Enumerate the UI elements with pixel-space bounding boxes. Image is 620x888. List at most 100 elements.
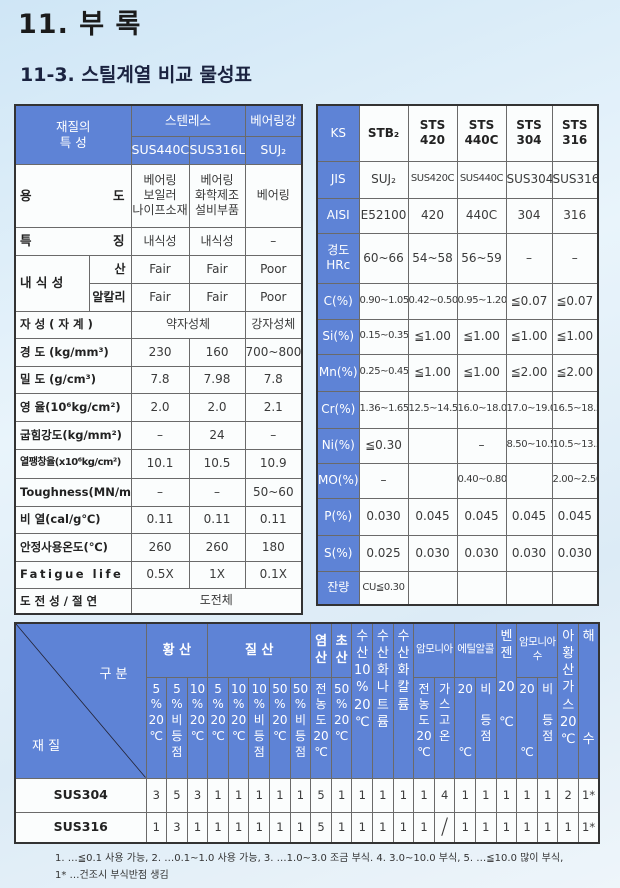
rating-cell: 1 bbox=[516, 777, 538, 813]
column-header: STS 304 bbox=[505, 104, 553, 162]
table-row: 영 율(10⁶kg/cm²) 2.0 2.0 2.1 bbox=[14, 392, 303, 422]
table-row: 알칼리 Fair Fair Poor bbox=[15, 282, 303, 312]
cell: 0.11 bbox=[130, 505, 190, 534]
cell: 1.36~1.65 bbox=[358, 390, 409, 429]
row-label: 자 성 ( 자 계 ) bbox=[14, 310, 132, 339]
cell: Poor bbox=[244, 254, 303, 284]
row-label: 비 열(cal/g℃) bbox=[14, 505, 132, 534]
cell: 0.15~0.35 bbox=[358, 318, 409, 355]
cell: 도전체 bbox=[130, 587, 303, 615]
cell: ≦1.00 bbox=[456, 318, 507, 355]
cell: 54~58 bbox=[407, 232, 458, 284]
row-sub-label: 산 bbox=[88, 254, 132, 284]
cell: ≦0.07 bbox=[505, 282, 553, 320]
rating-cell: 1 bbox=[475, 777, 497, 813]
rating-cell: 1 bbox=[248, 811, 271, 844]
header-row: 5 % 20 ℃ 5 % 비 등 점 10 % 20 ℃ 5 % 20 ℃ 10 % 2… bbox=[15, 676, 599, 779]
table-row: 열팽창율(x10⁶kg/cm²) 10.1 10.5 10.9 bbox=[14, 448, 303, 479]
group-header-stainless: 스텐레스 bbox=[130, 104, 246, 137]
cell: 50~60 bbox=[244, 477, 303, 507]
cell: 내식성 bbox=[188, 226, 246, 256]
cell: CU≦0.30 bbox=[358, 570, 409, 606]
corner-bottom-label: 재 질 bbox=[32, 739, 61, 755]
rating-cell: 1 bbox=[145, 811, 168, 844]
cell: 0.045 bbox=[456, 497, 507, 536]
rating-cell: 1 bbox=[207, 811, 229, 844]
row-label: 밀 도 (g/cm³) bbox=[14, 365, 132, 394]
cell: 260 bbox=[130, 532, 190, 562]
cell: ≦1.00 bbox=[407, 318, 458, 355]
row-label: JIS bbox=[316, 160, 360, 199]
cell: 160 bbox=[188, 337, 246, 367]
cell: – bbox=[456, 427, 507, 464]
cell: 베어링 화학제조 설비부품 bbox=[188, 163, 246, 228]
cell: E52100 bbox=[358, 197, 409, 234]
rating-cell: 1 bbox=[372, 777, 394, 813]
cell: 700~800 bbox=[244, 337, 303, 367]
rating-cell: 1 bbox=[495, 811, 518, 844]
cell: 56~59 bbox=[456, 232, 507, 284]
cell: 16.0~18.0 bbox=[456, 390, 507, 429]
rating-cell: / bbox=[433, 811, 456, 844]
column-subheader: 가 스 고 온 bbox=[433, 676, 456, 779]
rating-cell: 5 bbox=[310, 777, 332, 813]
row-label: 경도 HRc bbox=[316, 232, 360, 284]
cell: 260 bbox=[188, 532, 246, 562]
table-row: Toughness(MN/m) – –50~60 bbox=[14, 477, 303, 507]
row-label: Cr(%) bbox=[316, 390, 360, 429]
material-label: SUS304 bbox=[14, 777, 147, 813]
rating-cell: 1 bbox=[454, 777, 477, 813]
table-row: Si(%) 0.15~0.35 ≦1.00 ≦1.00 ≦1.00 ≦1.00 bbox=[316, 318, 599, 355]
rating-cell: 1 bbox=[536, 777, 559, 813]
cell: SUJ₂ bbox=[358, 160, 409, 199]
rating-cell: 1 bbox=[248, 777, 271, 813]
row-label: MO(%) bbox=[316, 462, 360, 499]
row-label: 굽힘강도(kg/mm²) bbox=[14, 420, 132, 450]
cell bbox=[407, 427, 458, 464]
cell: 440C bbox=[456, 197, 507, 234]
section-title: 11-3. 스틸계열 비교 물성표 bbox=[20, 64, 252, 86]
rating-cell: 1 bbox=[227, 777, 250, 813]
cell: ≦1.00 bbox=[551, 318, 599, 355]
table-row: 안정사용온도(℃) 260 260 180 bbox=[14, 532, 303, 562]
cell: 0.40~0.80 bbox=[456, 462, 507, 499]
rating-cell: 1 bbox=[372, 811, 394, 844]
cell: 7.8 bbox=[130, 365, 190, 394]
rating-cell: 1* bbox=[578, 811, 600, 844]
cell: SUS316 bbox=[551, 160, 599, 199]
table-row: 특 징 내식성 내식성 – bbox=[14, 226, 303, 256]
rating-cell: 1 bbox=[351, 811, 374, 844]
cell: 0.030 bbox=[456, 534, 507, 572]
cell: ≦1.00 bbox=[407, 353, 458, 392]
column-group-header: 암모니아수 bbox=[516, 622, 559, 678]
column-group-header: 해 수 bbox=[578, 622, 600, 779]
cell bbox=[551, 570, 599, 606]
table-row: AISI E52100 420 440C 304 316 bbox=[316, 197, 599, 234]
cell: Fair bbox=[188, 254, 246, 284]
cell: 2.1 bbox=[244, 392, 303, 422]
cell: ≦0.07 bbox=[551, 282, 599, 320]
group-header-bearing: 베어링강 bbox=[244, 104, 303, 137]
rating-cell: 1 bbox=[351, 777, 374, 813]
column-group-header: 황 산 bbox=[145, 622, 209, 678]
column-header: STS 440C bbox=[456, 104, 507, 162]
rating-cell: 1 bbox=[557, 811, 580, 844]
rating-cell: 1 bbox=[289, 811, 312, 844]
cell: – bbox=[551, 232, 599, 284]
row-label: Toughness(MN/m) bbox=[14, 477, 132, 507]
cell: Fair bbox=[188, 282, 246, 312]
rating-cell: 1 bbox=[289, 777, 312, 813]
cell: 7.8 bbox=[244, 365, 303, 394]
cell: 0.025 bbox=[358, 534, 409, 572]
column-subheader: 10 % 20 ℃ bbox=[227, 676, 250, 779]
cell: 0.11 bbox=[188, 505, 246, 534]
column-subheader: 50 % 비 등 점 bbox=[289, 676, 312, 779]
column-subheader: 5 % 20 ℃ bbox=[145, 676, 168, 779]
cell: 2.0 bbox=[188, 392, 246, 422]
column-group-header: 아 황 산 가 스 20 ℃ bbox=[557, 622, 580, 779]
rating-cell: 1 bbox=[269, 777, 291, 813]
row-label: 잔량 bbox=[316, 570, 360, 606]
cell: 약자성체 bbox=[130, 310, 246, 339]
